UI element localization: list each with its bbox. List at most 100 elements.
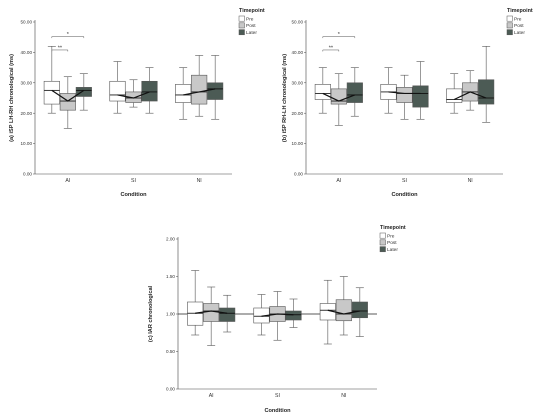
legend-swatch (506, 29, 513, 36)
box-pre-ai (43, 46, 60, 114)
x-tick-label: AI (336, 178, 341, 184)
median-connector-ai (195, 310, 228, 314)
x-axis-title: Condition (120, 192, 147, 198)
legend-swatch (379, 246, 386, 253)
iqr-box (191, 74, 208, 105)
iqr-box (75, 87, 92, 97)
iqr-box (314, 84, 331, 100)
iqr-box (219, 307, 236, 322)
legend-swatch (379, 239, 386, 246)
iqr-box (330, 88, 347, 105)
significance-bracket: * (322, 32, 356, 39)
box-post-ai (330, 73, 347, 126)
y-tick-label: 0.00 (166, 387, 175, 392)
box-pre-si (253, 294, 270, 336)
iqr-box (346, 82, 363, 103)
box-later-ai (75, 73, 92, 111)
y-tick-label: 50.00 (21, 20, 33, 25)
x-axis-title: Condition (391, 192, 418, 198)
iqr-box (203, 303, 220, 322)
legend-swatch (506, 15, 513, 22)
bracket-line (51, 49, 69, 52)
box-later-ni (207, 55, 224, 120)
x-tick-label: NI (197, 178, 202, 184)
y-tick-label: 50.00 (292, 20, 304, 25)
median-connector-si (261, 313, 294, 317)
median-connector-ni (453, 91, 487, 101)
bracket-line (51, 36, 85, 39)
legend-item-label: Pre (387, 233, 395, 239)
chart-panel-c: 0.00 0.50 1.00 1.50 2.00 AI SI NI Condition (c) I… (148, 225, 406, 414)
box-post-si (269, 291, 286, 341)
box-post-ni (335, 276, 352, 336)
y-tick-label: 30.00 (21, 80, 33, 85)
iqr-box (478, 79, 495, 105)
y-tick-label: 2.00 (166, 237, 175, 242)
significance-label: * (67, 32, 70, 38)
box-later-ai (346, 67, 363, 117)
x-axis-title: Condition (264, 408, 291, 414)
y-tick-label: 40.00 (21, 50, 33, 55)
y-tick-label: 30.00 (292, 80, 304, 85)
legend-item-label: Later (246, 30, 257, 36)
iqr-box (351, 301, 368, 319)
x-tick-label: SI (131, 178, 136, 184)
box-later-si (412, 61, 429, 120)
box-later-si (141, 67, 158, 114)
bracket-line (322, 49, 340, 52)
x-tick-label: SI (402, 178, 407, 184)
y-axis-title: (c) IAR chronological (148, 285, 154, 342)
chart-panel-a: 0.00 10.00 20.00 30.00 40.00 50.00 AI SI NI Condi… (9, 8, 265, 198)
iqr-box (335, 299, 352, 322)
legend-swatch (238, 22, 245, 29)
box-pre-si (380, 67, 397, 114)
significance-bracket: ** (51, 45, 69, 52)
legend-swatch (379, 232, 386, 239)
iqr-box (59, 93, 76, 111)
significance-label: ** (329, 45, 334, 51)
legend-title: Timepoint (507, 8, 533, 14)
box-later-ai (219, 294, 236, 333)
y-tick-label: 1.50 (166, 274, 175, 279)
significance-label: ** (58, 45, 63, 51)
box-later-si (285, 298, 302, 328)
box-post-si (125, 79, 142, 108)
significance-bracket: ** (322, 45, 340, 52)
x-tick-label: AI (209, 393, 214, 399)
box-post-si (396, 74, 413, 120)
y-tick-label: 1.00 (166, 312, 175, 317)
median-connector-ai (322, 92, 356, 102)
median-connector-ni (183, 88, 216, 96)
legend-item-label: Later (514, 30, 525, 36)
significance-label: * (338, 32, 341, 38)
chart-panel-b: 0.00 10.00 20.00 30.00 40.00 50.00 AI SI NI Condi… (282, 8, 533, 198)
legend-item-label: Post (387, 240, 397, 246)
legend-item-label: Pre (514, 16, 522, 22)
box-post-ai (59, 76, 76, 129)
y-axis-title: (a) iSP LH-RH chronological (ms) (9, 54, 15, 142)
box-pre-ni (446, 73, 463, 114)
x-tick-label: NI (341, 393, 346, 399)
legend-item-label: Later (387, 247, 398, 253)
y-tick-label: 10.00 (21, 141, 33, 146)
iqr-box (141, 80, 158, 102)
box-pre-ai (187, 270, 204, 336)
box-pre-ai (314, 67, 331, 114)
y-axis-title: (b) iSP RH-LH chronological (ms) (282, 54, 288, 142)
legend-swatch (238, 15, 245, 22)
legend-swatch (238, 29, 245, 36)
box-pre-si (109, 61, 126, 114)
iqr-box (207, 82, 224, 100)
legend-item-label: Post (246, 23, 256, 29)
iqr-box (396, 87, 413, 103)
legend-title: Timepoint (380, 225, 406, 231)
box-later-ni (478, 46, 495, 123)
legend-item-label: Post (514, 23, 524, 29)
x-tick-label: NI (468, 178, 473, 184)
legend-swatch (506, 22, 513, 29)
bracket-line (322, 36, 356, 39)
y-tick-label: 0.00 (294, 172, 303, 177)
x-tick-label: AI (65, 178, 70, 184)
